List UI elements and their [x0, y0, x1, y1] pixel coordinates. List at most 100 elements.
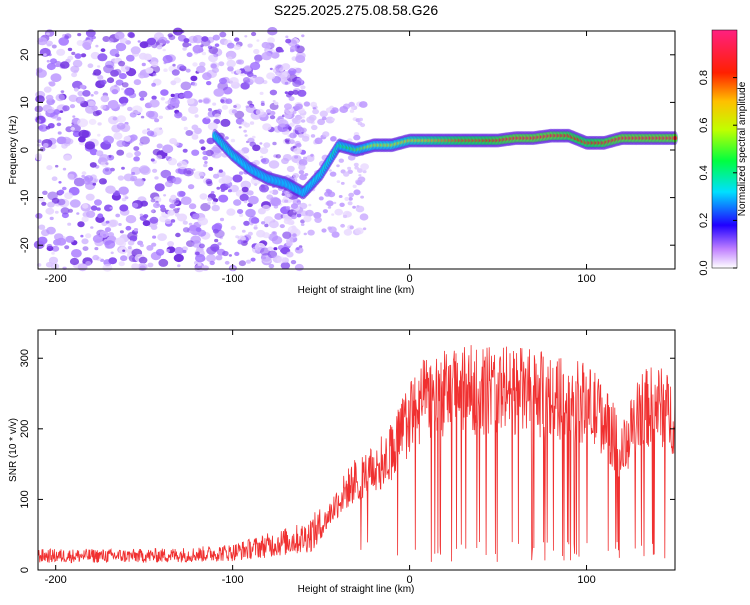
- noise-patch: [142, 129, 149, 135]
- noise-patch: [186, 98, 195, 105]
- noise-patch: [113, 132, 123, 140]
- noise-patch: [82, 41, 91, 49]
- noise-patch: [291, 225, 296, 229]
- noise-patch: [97, 53, 108, 62]
- noise-patch: [77, 221, 85, 228]
- noise-patch: [253, 48, 260, 55]
- noise-patch: [138, 90, 148, 98]
- noise-patch: [81, 174, 86, 178]
- noise-patch: [328, 226, 337, 234]
- noise-patch: [158, 36, 168, 45]
- noise-patch: [298, 164, 306, 171]
- noise-patch: [169, 203, 176, 209]
- noise-patch: [127, 246, 132, 250]
- noise-patch: [119, 37, 128, 44]
- noise-patch: [284, 112, 292, 119]
- noise-patch: [167, 33, 173, 38]
- noise-patch: [196, 65, 206, 74]
- snr-line: [37, 345, 676, 564]
- noise-patch: [226, 208, 236, 216]
- noise-patch: [163, 68, 168, 72]
- noise-patch: [221, 175, 232, 184]
- noise-patch: [199, 193, 208, 200]
- noise-patch: [333, 201, 337, 205]
- noise-patch: [259, 91, 264, 95]
- noise-patch: [291, 214, 297, 220]
- noise-patch: [176, 112, 182, 117]
- noise-patch: [353, 189, 361, 196]
- noise-patch: [105, 220, 110, 224]
- noise-patch: [140, 200, 148, 207]
- noise-patch: [154, 183, 165, 192]
- noise-patch: [268, 263, 275, 269]
- noise-patch: [90, 94, 94, 97]
- noise-patch: [273, 247, 278, 251]
- noise-patch: [293, 210, 297, 213]
- noise-patch: [35, 155, 42, 161]
- noise-patch: [142, 220, 151, 227]
- noise-patch: [224, 260, 230, 265]
- noise-patch: [336, 180, 341, 184]
- noise-patch: [123, 102, 127, 106]
- noise-patch: [285, 241, 293, 247]
- noise-patch: [131, 202, 139, 208]
- noise-patch: [54, 210, 59, 214]
- x-tick-label: 100: [577, 273, 595, 285]
- noise-patch: [77, 118, 89, 128]
- noise-patch: [156, 44, 163, 50]
- noise-patch: [97, 65, 101, 68]
- noise-patch: [194, 127, 202, 134]
- noise-patch: [300, 127, 307, 133]
- noise-patch: [279, 224, 285, 229]
- noise-patch: [158, 115, 163, 120]
- noise-patch: [271, 231, 278, 236]
- noise-patch: [152, 168, 158, 173]
- noise-patch: [140, 115, 145, 119]
- noise-patch: [158, 258, 169, 267]
- x-tick-label: -100: [222, 574, 244, 586]
- noise-patch: [298, 133, 304, 138]
- noise-patch: [240, 180, 252, 190]
- noise-patch: [182, 148, 188, 153]
- noise-patch: [224, 136, 229, 140]
- noise-patch: [183, 38, 190, 43]
- noise-patch: [290, 221, 295, 225]
- noise-patch: [209, 260, 215, 266]
- noise-patch: [112, 116, 118, 121]
- noise-patch: [198, 48, 204, 53]
- noise-patch: [284, 91, 289, 94]
- noise-patch: [77, 33, 82, 37]
- y-tick-label: -20: [19, 237, 31, 253]
- noise-patch: [362, 170, 367, 174]
- noise-patch: [359, 213, 369, 221]
- noise-patch: [98, 178, 107, 185]
- noise-patch: [285, 123, 290, 128]
- noise-patch: [55, 93, 65, 102]
- noise-patch: [308, 203, 312, 207]
- noise-patch: [64, 33, 72, 39]
- noise-patch: [173, 77, 181, 84]
- noise-patch: [261, 51, 272, 61]
- noise-patch: [218, 194, 229, 203]
- noise-patch: [237, 209, 244, 214]
- noise-patch: [162, 144, 174, 154]
- noise-patch: [119, 230, 124, 234]
- noise-patch: [296, 213, 302, 218]
- noise-patch: [154, 118, 160, 123]
- noise-patch: [118, 186, 129, 195]
- noise-patch: [147, 262, 154, 268]
- noise-patch: [137, 40, 141, 43]
- noise-patch: [62, 167, 67, 171]
- noise-patch: [185, 130, 193, 136]
- noise-patch: [266, 109, 272, 114]
- noise-patch: [192, 35, 204, 44]
- noise-patch: [46, 59, 50, 63]
- noise-patch: [188, 222, 193, 226]
- noise-patch: [48, 81, 56, 87]
- noise-patch: [262, 256, 266, 260]
- noise-patch: [230, 138, 236, 143]
- noise-patch: [150, 198, 156, 203]
- noise-patch: [127, 240, 135, 246]
- noise-patch: [138, 72, 146, 79]
- noise-patch: [302, 135, 310, 142]
